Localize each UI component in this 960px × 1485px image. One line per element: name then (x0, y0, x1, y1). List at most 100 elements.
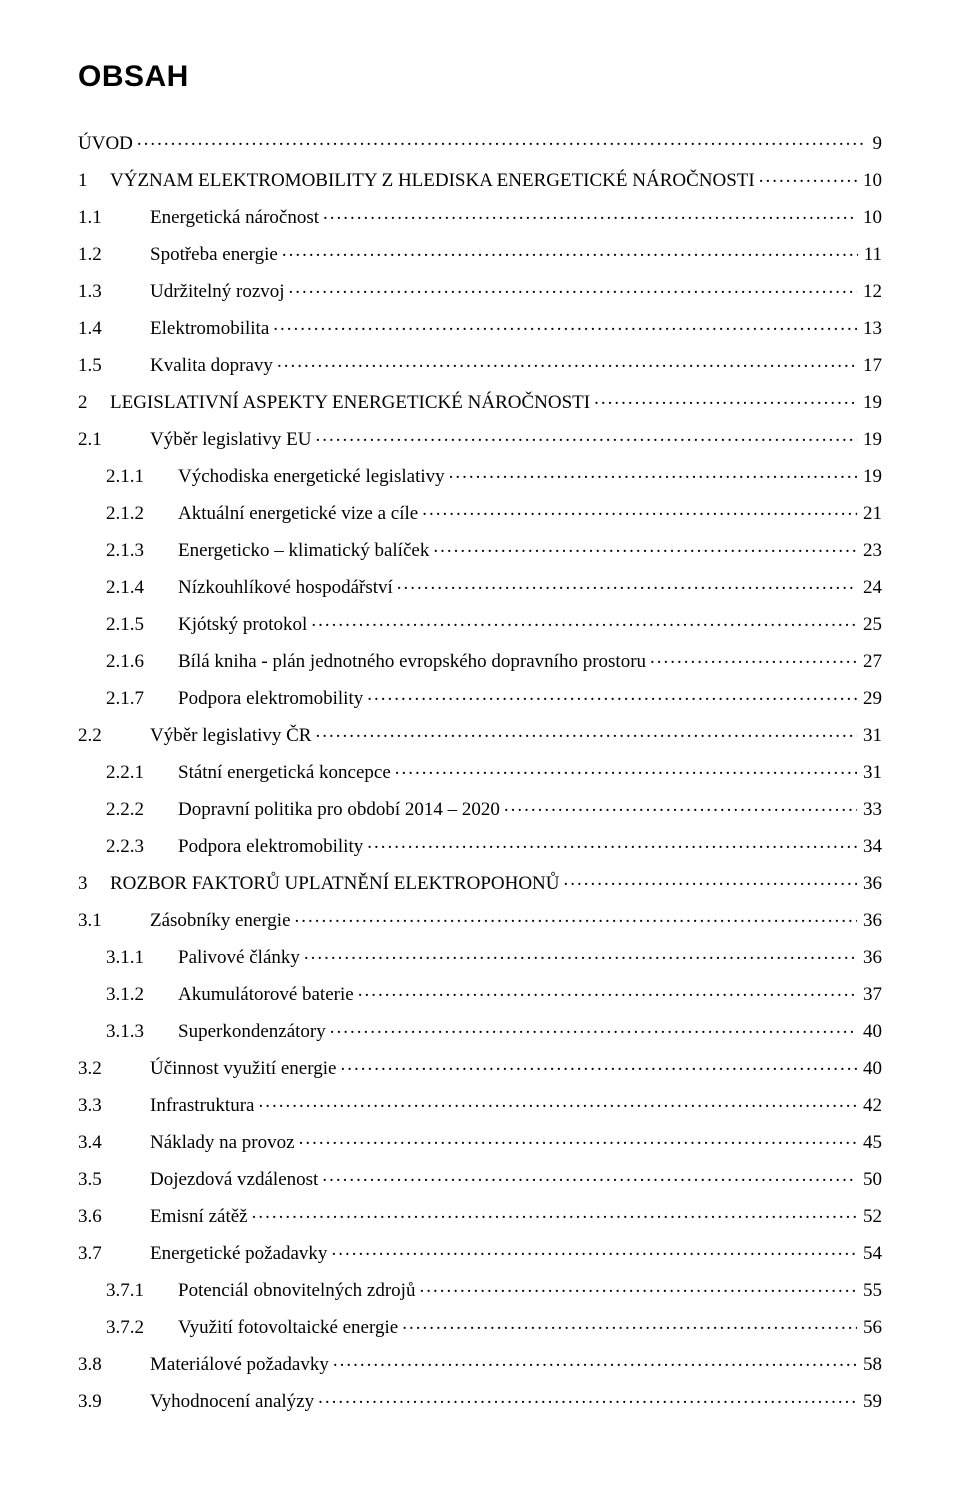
toc-entry-number: 2.1.6 (78, 652, 178, 671)
toc-leader-dots (282, 241, 858, 260)
toc-entry-label: Podpora elektromobility (178, 689, 367, 708)
toc-entry: 3.7.1Potenciál obnovitelných zdrojů55 (78, 1277, 882, 1300)
toc-entry-label: Výběr legislativy ČR (150, 726, 315, 745)
toc-leader-dots (137, 130, 867, 149)
toc-entry: 1.3Udržitelný rozvoj12 (78, 278, 882, 301)
toc-leader-dots (504, 796, 857, 815)
toc-entry: 2LEGISLATIVNÍ ASPEKTY ENERGETICKÉ NÁROČN… (78, 389, 882, 412)
toc-entry-page: 52 (857, 1207, 882, 1226)
toc-entry-number: 2.1.5 (78, 615, 178, 634)
toc-entry-label: Emisní zátěž (150, 1207, 252, 1226)
toc-entry-page: 17 (857, 356, 882, 375)
toc-entry-number: 2.1.2 (78, 504, 178, 523)
toc-entry: 2.1.3Energeticko – klimatický balíček23 (78, 537, 882, 560)
toc-leader-dots (252, 1203, 857, 1222)
toc-entry-page: 25 (857, 615, 882, 634)
toc-entry-number: 1.5 (78, 356, 150, 375)
toc-leader-dots (422, 500, 857, 519)
toc-entry-page: 45 (857, 1133, 882, 1152)
toc-entry-label: Aktuální energetické vize a cíle (178, 504, 422, 523)
toc-entry-number: 3.5 (78, 1170, 150, 1189)
toc-entry-number: 2.2 (78, 726, 150, 745)
toc-entry-page: 19 (857, 393, 882, 412)
toc-entry-label: Udržitelný rozvoj (150, 282, 289, 301)
toc-entry-number: 3.7.1 (78, 1281, 178, 1300)
toc-entry-label: Energeticko – klimatický balíček (178, 541, 433, 560)
toc-entry: 3.4Náklady na provoz45 (78, 1129, 882, 1152)
toc-entry-page: 40 (857, 1022, 882, 1041)
toc-entry-number: 2.1.7 (78, 689, 178, 708)
toc-entry-number: 3.1 (78, 911, 150, 930)
toc-entry: 3.5Dojezdová vzdálenost50 (78, 1166, 882, 1189)
toc-entry-label: Elektromobilita (150, 319, 273, 338)
toc-leader-dots (358, 981, 857, 1000)
toc-entry-label: Nízkouhlíkové hospodářství (178, 578, 397, 597)
toc-leader-dots (295, 907, 857, 926)
toc-entry-page: 36 (857, 874, 882, 893)
toc-entry-page: 10 (857, 171, 882, 190)
toc-leader-dots (564, 870, 858, 889)
toc-entry-label: Zásobníky energie (150, 911, 295, 930)
toc-leader-dots (315, 426, 857, 445)
toc-entry-label: Infrastruktura (150, 1096, 258, 1115)
toc-entry-number: 1 (78, 171, 110, 190)
toc-entry: 1VÝZNAM ELEKTROMOBILITY Z HLEDISKA ENERG… (78, 167, 882, 190)
toc-entry: 3.1.1Palivové články36 (78, 944, 882, 967)
toc-leader-dots (395, 759, 857, 778)
toc-entry-page: 37 (857, 985, 882, 1004)
toc-entry: 2.1.4Nízkouhlíkové hospodářství24 (78, 574, 882, 597)
toc-entry-number: 3.9 (78, 1392, 150, 1411)
toc-entry-page: 33 (857, 800, 882, 819)
toc-entry: 2.1.2Aktuální energetické vize a cíle21 (78, 500, 882, 523)
toc-entry-page: 36 (857, 948, 882, 967)
toc-entry-label: Náklady na provoz (150, 1133, 299, 1152)
toc-entry-label: Výběr legislativy EU (150, 430, 315, 449)
toc-leader-dots (331, 1240, 857, 1259)
toc-leader-dots (759, 167, 857, 186)
toc-entry: 2.1.1Východiska energetické legislativy1… (78, 463, 882, 486)
toc-entry-label: ÚVOD (78, 134, 137, 153)
toc-entry-label: Energetické požadavky (150, 1244, 331, 1263)
toc-entry-label: Státní energetická koncepce (178, 763, 395, 782)
toc-entry-page: 24 (857, 578, 882, 597)
toc-entry: 3.7.2Využití fotovoltaické energie56 (78, 1314, 882, 1337)
toc-entry-page: 56 (857, 1318, 882, 1337)
toc-entry-number: 3.1.2 (78, 985, 178, 1004)
toc-leader-dots (402, 1314, 857, 1333)
toc-leader-dots (273, 315, 857, 334)
toc-entry-page: 31 (857, 726, 882, 745)
toc-leader-dots (367, 833, 857, 852)
toc-entry-number: 2.2.1 (78, 763, 178, 782)
toc-entry-number: 2.2.2 (78, 800, 178, 819)
toc-entry-number: 3.6 (78, 1207, 150, 1226)
toc-entry-label: Potenciál obnovitelných zdrojů (178, 1281, 419, 1300)
toc-leader-dots (277, 352, 857, 371)
toc-entry: 2.2.3Podpora elektromobility34 (78, 833, 882, 856)
toc-entry-page: 58 (857, 1355, 882, 1374)
toc-entry: 3.1.3Superkondenzátory40 (78, 1018, 882, 1041)
toc-entry-number: 1.1 (78, 208, 150, 227)
table-of-contents: ÚVOD 9 1VÝZNAM ELEKTROMOBILITY Z HLEDISKA … (78, 130, 882, 1411)
toc-entry-label: VÝZNAM ELEKTROMOBILITY Z HLEDISKA ENERGE… (110, 171, 759, 190)
toc-entry-page: 9 (867, 134, 883, 153)
toc-entry-label: Dopravní politika pro období 2014 – 2020 (178, 800, 504, 819)
toc-entry-page: 11 (858, 245, 882, 264)
toc-leader-dots (299, 1129, 857, 1148)
toc-entry-page: 50 (857, 1170, 882, 1189)
toc-entry-number: 2.2.3 (78, 837, 178, 856)
toc-entry: 1.4Elektromobilita13 (78, 315, 882, 338)
toc-leader-dots (419, 1277, 857, 1296)
toc-entry: ÚVOD 9 (78, 130, 882, 153)
toc-entry-label: Kvalita dopravy (150, 356, 277, 375)
toc-entry: 2.2Výběr legislativy ČR 31 (78, 722, 882, 745)
toc-entry-page: 34 (857, 837, 882, 856)
toc-leader-dots (311, 611, 857, 630)
toc-entry-label: Využití fotovoltaické energie (178, 1318, 402, 1337)
toc-entry: 3.1Zásobníky energie36 (78, 907, 882, 930)
toc-leader-dots (367, 685, 857, 704)
toc-entry: 3.9Vyhodnocení analýzy59 (78, 1388, 882, 1411)
toc-entry-page: 12 (857, 282, 882, 301)
toc-entry-page: 27 (857, 652, 882, 671)
toc-entry-page: 19 (857, 430, 882, 449)
toc-entry-number: 3.1.1 (78, 948, 178, 967)
